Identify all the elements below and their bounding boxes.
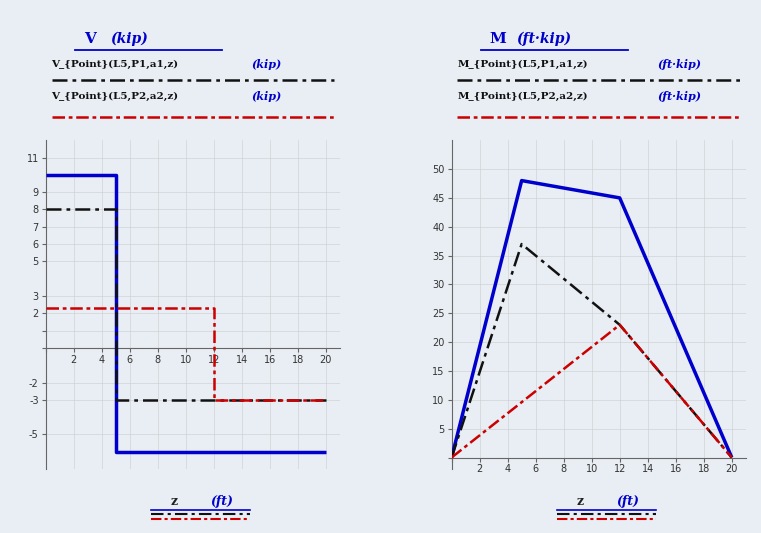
Text: (kip): (kip) <box>252 59 282 70</box>
Text: V_{Point}(L5,P2,a2,z): V_{Point}(L5,P2,a2,z) <box>52 92 179 101</box>
Text: (ft): (ft) <box>210 495 233 508</box>
Text: z: z <box>576 495 583 508</box>
Text: z: z <box>170 495 177 508</box>
Text: (ft): (ft) <box>616 495 639 508</box>
Text: V_{Point}(L5,P1,a1,z): V_{Point}(L5,P1,a1,z) <box>52 60 179 69</box>
Text: M_{Point}(L5,P1,a1,z): M_{Point}(L5,P1,a1,z) <box>457 60 588 69</box>
Text: M_{Point}(L5,P2,a2,z): M_{Point}(L5,P2,a2,z) <box>457 92 588 101</box>
Text: (ft·kip): (ft·kip) <box>658 59 702 70</box>
Text: M: M <box>490 32 507 46</box>
Text: V: V <box>84 32 96 46</box>
Text: (ft·kip): (ft·kip) <box>516 32 572 46</box>
Text: (kip): (kip) <box>110 32 148 46</box>
Text: (ft·kip): (ft·kip) <box>658 91 702 102</box>
Text: (kip): (kip) <box>252 91 282 102</box>
